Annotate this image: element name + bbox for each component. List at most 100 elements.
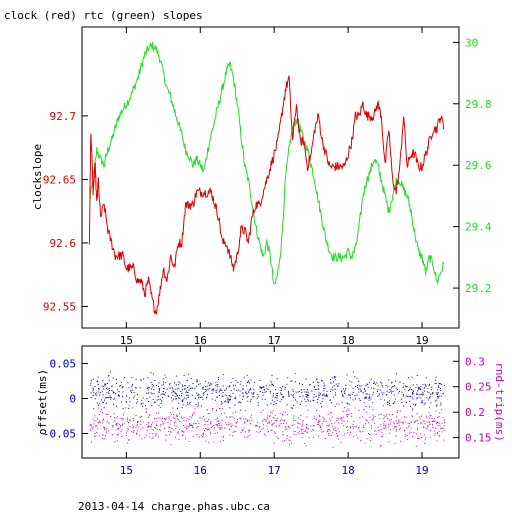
scatter-point [417, 422, 419, 424]
scatter-point [276, 399, 278, 401]
scatter-point [265, 434, 267, 436]
scatter-point [181, 407, 183, 409]
scatter-point [304, 443, 306, 444]
scatter-point [442, 417, 444, 419]
scatter-point [225, 422, 227, 424]
scatter-point [392, 390, 394, 392]
scatter-point [264, 419, 266, 421]
scatter-point [386, 390, 388, 392]
scatter-point [197, 402, 199, 404]
scatter-point [199, 396, 201, 398]
scatter-point [396, 416, 398, 418]
scatter-point [234, 404, 236, 406]
scatter-point [287, 435, 288, 437]
scatter-point [334, 394, 336, 396]
x-tick-label-19: 19 [415, 334, 428, 347]
scatter-point [131, 384, 133, 386]
scatter-point [169, 384, 171, 386]
scatter-point [270, 429, 272, 431]
scatter-point [286, 383, 288, 385]
scatter-point [186, 380, 188, 381]
scatter-point [387, 418, 389, 420]
scatter-point [235, 411, 237, 413]
scatter-point [306, 432, 308, 434]
scatter-point [376, 382, 378, 384]
scatter-point [128, 421, 129, 423]
scatter-point [322, 398, 324, 400]
scatter-point [90, 424, 92, 426]
scatter-point [157, 436, 159, 438]
scatter-point [209, 413, 211, 415]
scatter-point [301, 429, 302, 431]
scatter-point [97, 380, 99, 382]
scatter-point [222, 392, 224, 393]
scatter-point [349, 397, 351, 399]
scatter-point [428, 384, 430, 386]
scatter-point [333, 429, 335, 431]
scatter-point [120, 401, 122, 403]
scatter-point [332, 381, 334, 383]
scatter-point [245, 392, 247, 394]
scatter-point [384, 428, 386, 429]
scatter-point [104, 429, 106, 431]
scatter-point [420, 422, 422, 424]
scatter-point [329, 430, 331, 432]
scatter-point [302, 428, 304, 430]
scatter-point [346, 416, 348, 418]
scatter-point [106, 427, 108, 429]
scatter-point [299, 383, 300, 385]
scatter-point [217, 425, 219, 427]
scatter-point [150, 382, 152, 383]
scatter-point [410, 427, 412, 429]
scatter-point [183, 416, 185, 418]
scatter-point [281, 394, 283, 396]
scatter-point [273, 401, 275, 403]
scatter-point [268, 421, 270, 423]
scatter-point [328, 429, 330, 430]
scatter-point [224, 427, 226, 429]
scatter-point [330, 379, 332, 380]
scatter-point [412, 408, 414, 410]
scatter-point [355, 434, 357, 436]
scatter-point [281, 396, 283, 398]
scatter-point [364, 397, 366, 399]
scatter-point [302, 432, 304, 434]
scatter-point [434, 434, 436, 436]
scatter-point [318, 388, 320, 390]
scatter-point [288, 392, 290, 394]
scatter-point [122, 396, 123, 398]
scatter-point [344, 392, 346, 394]
scatter-point [291, 380, 293, 382]
scatter-point [373, 416, 375, 418]
scatter-point [267, 430, 269, 432]
scatter-point [328, 425, 330, 427]
scatter-point [196, 392, 198, 394]
scatter-point [105, 402, 107, 404]
scatter-point [132, 389, 134, 391]
scatter-point [411, 389, 413, 391]
scatter-point [216, 396, 218, 398]
scatter-point [155, 423, 157, 425]
scatter-point [216, 409, 217, 411]
scatter-point [262, 409, 264, 411]
scatter-point [107, 414, 109, 416]
scatter-point [248, 390, 250, 392]
scatter-point [176, 425, 178, 427]
scatter-point [121, 387, 123, 389]
scatter-point [421, 415, 423, 417]
scatter-point [94, 398, 96, 400]
scatter-point [388, 441, 390, 443]
scatter-point [437, 431, 438, 433]
scatter-point [427, 399, 429, 401]
scatter-point [231, 416, 233, 418]
scatter-point [306, 391, 308, 393]
scatter-point [221, 427, 223, 429]
scatter-point [432, 420, 434, 422]
scatter-point [116, 424, 118, 426]
scatter-point [378, 414, 380, 416]
scatter-point [290, 442, 292, 444]
scatter-point [119, 417, 121, 419]
scatter-point [381, 436, 383, 438]
scatter-point [241, 430, 243, 432]
scatter-point [317, 385, 319, 387]
